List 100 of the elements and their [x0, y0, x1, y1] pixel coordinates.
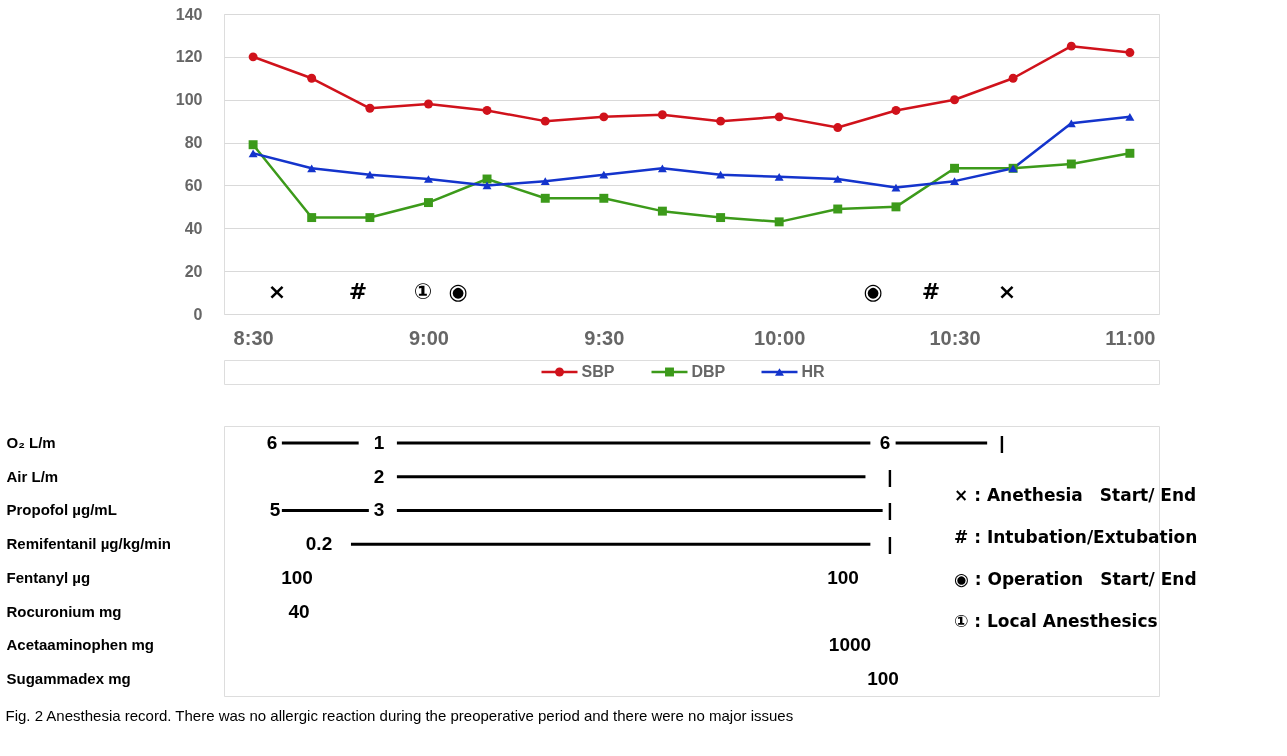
y-tick-label: Propofol µg/mL	[6, 501, 117, 519]
point	[950, 177, 960, 186]
point	[599, 170, 609, 179]
annotation: × : Anethesia Start/ End	[954, 485, 1197, 505]
point	[307, 73, 317, 83]
point	[540, 177, 550, 186]
bar	[396, 508, 883, 512]
annotation: 1	[373, 431, 385, 453]
y-tick-label: Rocuronium mg	[6, 602, 122, 620]
y-tick-label: Sugammadex mg	[6, 670, 131, 688]
point	[307, 213, 317, 223]
point	[365, 170, 375, 179]
annotation: 5	[269, 499, 281, 521]
annotation: ×	[997, 279, 1017, 304]
point	[1066, 119, 1076, 128]
y-tick-label: 140	[175, 5, 203, 23]
point	[1008, 73, 1018, 83]
point	[774, 217, 784, 227]
point	[423, 175, 433, 183]
x-tick-label: 10:00	[754, 326, 806, 349]
point	[716, 170, 726, 179]
legend-label: DBP	[691, 363, 726, 380]
point	[599, 193, 609, 203]
annotation: ×	[267, 279, 287, 304]
point	[540, 116, 550, 126]
point	[774, 172, 784, 181]
y-tick-label: 120	[175, 48, 203, 66]
point	[423, 198, 433, 208]
y-tick-label: Remifentanil µg/kg/min	[6, 535, 171, 553]
point	[657, 206, 667, 216]
point	[1066, 159, 1076, 169]
point	[248, 52, 258, 62]
bar	[281, 441, 359, 445]
x-tick-label: 8:30	[233, 326, 274, 349]
point	[950, 163, 960, 173]
point	[248, 140, 258, 150]
x-tick-label: 10:30	[929, 326, 981, 349]
annotation: # : Intubation/Extubation	[954, 527, 1198, 547]
bar	[350, 542, 871, 546]
point	[248, 149, 258, 158]
annotation: 2	[373, 465, 385, 487]
annotation: 1000	[828, 634, 872, 656]
point	[482, 105, 492, 115]
y-tick-label: 40	[184, 219, 203, 237]
point	[1125, 48, 1135, 58]
y-tick-label: 60	[184, 176, 203, 194]
point	[540, 193, 550, 203]
y-tick-label: 80	[184, 134, 203, 152]
annotation: 40	[288, 600, 310, 622]
point	[950, 95, 960, 105]
y-tick-label: O₂ L/m	[6, 433, 56, 451]
annotation: ◉ : Operation Start/ End	[954, 569, 1197, 589]
point	[1066, 41, 1076, 51]
y-tick-label: 20	[184, 262, 203, 280]
annotation: ◉	[448, 279, 468, 304]
point	[774, 112, 784, 122]
point	[716, 116, 726, 126]
annotation: 100	[867, 668, 899, 690]
annotation: |	[887, 499, 893, 521]
point	[423, 99, 433, 109]
annotation: 3	[373, 499, 385, 521]
bar	[396, 441, 871, 445]
annotation: ◉	[863, 279, 883, 304]
annotation: 6	[266, 431, 278, 453]
y-tick-label: Air L/m	[6, 467, 59, 485]
point	[599, 112, 609, 122]
annotation: |	[887, 533, 893, 555]
point	[833, 175, 843, 183]
point	[657, 164, 667, 173]
caption: Fig. 2 Anesthesia record. There was no allergic reaction during the preoperative period and there were no major issues	[5, 706, 794, 724]
point	[657, 110, 667, 120]
point	[365, 213, 375, 223]
point	[482, 181, 492, 190]
point	[1125, 148, 1135, 158]
point	[365, 103, 375, 113]
annotation: 100	[827, 566, 859, 588]
y-tick-label: 100	[175, 91, 203, 109]
point	[833, 204, 843, 214]
bar	[396, 475, 866, 479]
annotation: 100	[281, 566, 313, 588]
annotation: 6	[879, 431, 891, 453]
annotation: #	[921, 279, 941, 304]
point	[716, 213, 726, 223]
annotation: ①	[413, 279, 433, 304]
point	[891, 105, 901, 115]
point	[891, 202, 901, 212]
point	[307, 164, 317, 173]
y-tick-label: 0	[193, 305, 203, 323]
point	[833, 123, 843, 133]
annotation: ① : Local Anesthesics	[954, 611, 1158, 631]
bar	[281, 508, 369, 512]
y-tick-label: Acetaaminophen mg	[6, 636, 155, 654]
annotation: |	[887, 465, 893, 487]
annotation: |	[999, 431, 1005, 453]
y-tick-label: Fentanyl µg	[6, 568, 91, 586]
x-tick-label: 9:00	[408, 326, 449, 349]
legend-label: SBP	[581, 363, 615, 380]
legend-label: HR	[801, 363, 826, 380]
point	[1125, 112, 1135, 121]
bar	[895, 441, 988, 445]
